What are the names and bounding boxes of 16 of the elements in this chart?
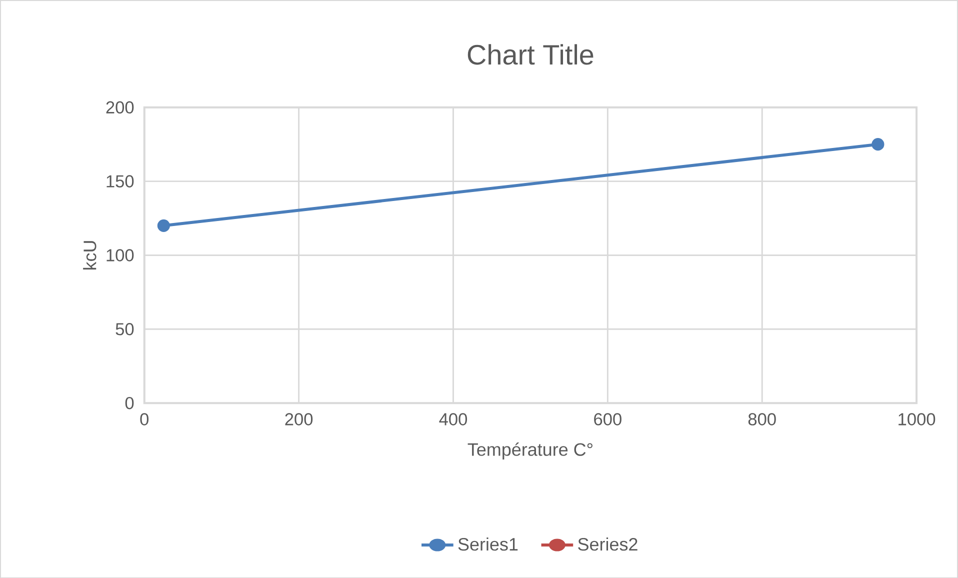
y-tick-label: 0 (125, 396, 134, 410)
y-tick-label: 200 (106, 101, 134, 114)
legend-label: Series2 (578, 537, 638, 550)
legend-label: Series1 (458, 537, 518, 550)
x-tick-label: 200 (285, 412, 313, 426)
y-tick-label: 100 (106, 248, 134, 262)
x-tick-label: 1000 (898, 412, 936, 426)
y-axis-title: kcU (83, 240, 96, 270)
x-tick-label: 600 (594, 412, 622, 426)
chart-title: Chart Title (468, 44, 594, 65)
x-tick-label: 400 (439, 412, 468, 426)
y-tick-label: 150 (106, 174, 134, 188)
x-axis-title: Température C° (468, 442, 592, 460)
y-tick-label: 50 (116, 322, 134, 336)
x-tick-label: 800 (748, 412, 776, 426)
x-tick-label: 0 (140, 412, 149, 426)
